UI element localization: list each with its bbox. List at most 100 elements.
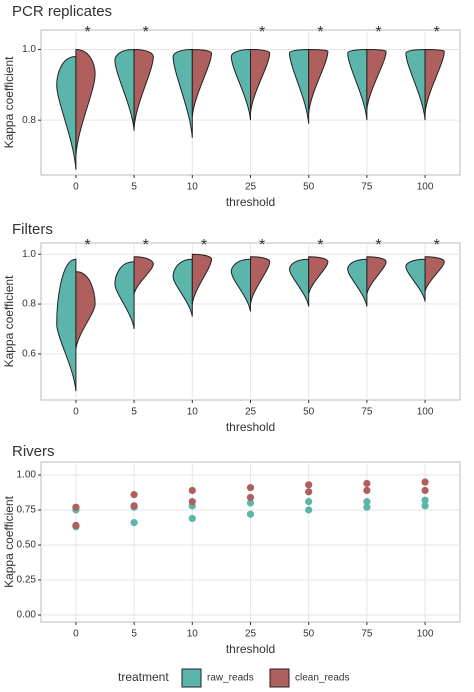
violin-half bbox=[250, 256, 271, 305]
legend-key bbox=[181, 668, 202, 688]
x-tick-label: 10 bbox=[187, 182, 199, 193]
legend-label: raw_reads bbox=[207, 673, 254, 684]
x-tick-label: 25 bbox=[245, 182, 257, 193]
x-tick-label: 25 bbox=[245, 629, 257, 640]
dot bbox=[246, 484, 255, 492]
violin-half bbox=[424, 48, 445, 114]
x-tick-label: 50 bbox=[303, 182, 315, 193]
panel-title: Rivers bbox=[12, 443, 55, 460]
x-tick-label: 100 bbox=[417, 407, 434, 418]
dot bbox=[188, 514, 196, 523]
x-tick-label: 75 bbox=[361, 182, 373, 193]
dot bbox=[363, 486, 371, 495]
violin-half bbox=[133, 256, 154, 295]
violin-half bbox=[230, 258, 251, 312]
violin-half bbox=[114, 261, 135, 330]
y-tick-label: 1.0 bbox=[22, 249, 36, 260]
dot bbox=[363, 479, 371, 488]
y-tick-label: 0.75 bbox=[17, 505, 37, 516]
x-axis-label: threshold bbox=[226, 420, 275, 434]
x-tick-label: 50 bbox=[303, 629, 315, 640]
violin-half bbox=[250, 48, 271, 114]
dot bbox=[130, 502, 138, 510]
x-tick-label: 100 bbox=[417, 629, 434, 640]
x-tick-label: 100 bbox=[417, 182, 434, 193]
y-axis-label: Kappa coefficient bbox=[2, 56, 16, 149]
dot bbox=[421, 502, 429, 510]
violin-half bbox=[75, 48, 96, 156]
panel-title: PCR replicates bbox=[12, 3, 112, 20]
significance-star: * bbox=[143, 237, 149, 254]
y-tick-label: 0.8 bbox=[22, 299, 36, 310]
violin-half bbox=[366, 256, 387, 295]
significance-star: * bbox=[317, 237, 323, 254]
x-tick-label: 5 bbox=[131, 182, 137, 193]
violin-half bbox=[191, 253, 213, 305]
y-axis-label: Kappa coefficient bbox=[2, 495, 16, 588]
x-tick-label: 25 bbox=[245, 407, 257, 418]
dot bbox=[72, 503, 80, 511]
y-tick-label: 0.50 bbox=[17, 540, 37, 551]
x-tick-label: 5 bbox=[131, 629, 137, 640]
violin-half bbox=[191, 48, 213, 117]
x-tick-label: 5 bbox=[131, 407, 137, 418]
dot bbox=[188, 498, 196, 506]
significance-star: * bbox=[375, 237, 381, 254]
violin-half bbox=[308, 256, 329, 295]
violin-half bbox=[133, 48, 154, 128]
violin-half bbox=[288, 258, 310, 307]
significance-star: * bbox=[84, 237, 90, 254]
dot bbox=[421, 496, 429, 504]
violin-half bbox=[366, 48, 387, 110]
x-tick-label: 0 bbox=[73, 629, 79, 640]
y-tick-label: 0.00 bbox=[17, 610, 37, 621]
x-tick-label: 50 bbox=[303, 407, 315, 418]
violin-half bbox=[405, 258, 426, 302]
significance-star: * bbox=[434, 237, 440, 254]
y-tick-label: 0.8 bbox=[22, 115, 36, 126]
legend-label: clean_reads bbox=[295, 673, 349, 684]
x-tick-label: 0 bbox=[73, 182, 79, 193]
x-axis-label: threshold bbox=[226, 642, 275, 656]
y-tick-label: 1.00 bbox=[17, 470, 37, 481]
significance-star: * bbox=[143, 24, 149, 41]
violin-half bbox=[405, 48, 426, 121]
x-tick-label: 10 bbox=[187, 407, 199, 418]
y-axis-label: Kappa coefficient bbox=[2, 275, 16, 368]
legend-key bbox=[269, 668, 290, 688]
dot bbox=[305, 498, 313, 506]
dot bbox=[421, 486, 429, 495]
x-tick-label: 75 bbox=[361, 407, 373, 418]
y-tick-label: 0.6 bbox=[22, 349, 36, 360]
dot bbox=[246, 499, 255, 507]
dot bbox=[305, 488, 313, 496]
violin-half bbox=[288, 48, 310, 124]
significance-star: * bbox=[434, 24, 440, 41]
x-tick-label: 10 bbox=[187, 629, 199, 640]
violin-half bbox=[56, 56, 77, 170]
dot bbox=[363, 503, 371, 511]
y-tick-label: 0.25 bbox=[17, 575, 37, 586]
violin-half bbox=[347, 258, 368, 307]
dot bbox=[305, 506, 313, 514]
significance-star: * bbox=[259, 24, 265, 41]
y-tick-label: 1.0 bbox=[22, 44, 36, 55]
violin-half bbox=[172, 48, 193, 138]
violin-half bbox=[230, 48, 251, 121]
dot bbox=[246, 510, 255, 518]
violin-half bbox=[172, 258, 193, 317]
legend-title: treatment bbox=[118, 670, 169, 684]
dot bbox=[305, 481, 313, 489]
dot bbox=[363, 498, 371, 506]
dot bbox=[72, 521, 80, 530]
dot bbox=[421, 478, 429, 486]
dot bbox=[130, 491, 138, 499]
dot bbox=[246, 493, 255, 502]
violin-half bbox=[424, 256, 445, 292]
panel-title: Filters bbox=[12, 221, 53, 238]
significance-star: * bbox=[201, 237, 207, 254]
violin-half bbox=[75, 271, 96, 349]
x-tick-label: 0 bbox=[73, 407, 79, 418]
violin-half bbox=[308, 48, 329, 114]
